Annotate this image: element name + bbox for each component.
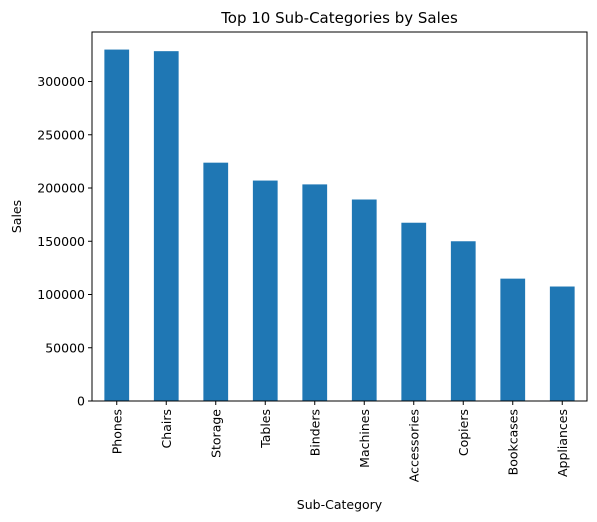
y-axis-title: Sales xyxy=(9,200,24,233)
bar-machines xyxy=(351,199,377,401)
y-tick-label: 250000 xyxy=(37,127,85,142)
bar-binders xyxy=(302,184,328,401)
x-tick-label: Phones xyxy=(109,409,124,454)
x-tick-label: Accessories xyxy=(406,409,421,482)
bar-accessories xyxy=(401,222,427,401)
x-tick-label: Copiers xyxy=(456,409,471,456)
bar-appliances xyxy=(549,286,575,401)
bar-tables xyxy=(252,180,278,401)
y-tick-label: 150000 xyxy=(37,234,85,249)
x-tick-label: Storage xyxy=(208,409,223,458)
y-tick-label: 200000 xyxy=(37,181,85,196)
bar-bookcases xyxy=(500,278,526,401)
bars-group xyxy=(104,49,575,402)
x-tick-label: Binders xyxy=(307,409,322,456)
x-tick-label: Appliances xyxy=(555,409,570,477)
x-tick-label: Chairs xyxy=(159,409,174,448)
bar-phones xyxy=(104,49,130,401)
x-axis-title: Sub-Category xyxy=(297,497,383,512)
y-tick-label: 300000 xyxy=(37,74,85,89)
bar-copiers xyxy=(450,241,476,401)
bar-storage xyxy=(203,162,229,401)
y-axis: 0 50000 100000 150000 200000 250000 300000 xyxy=(37,74,92,409)
y-tick-label: 50000 xyxy=(45,340,85,355)
bar-chairs xyxy=(153,51,179,402)
x-tick-label: Machines xyxy=(357,409,372,468)
plot-area-frame xyxy=(91,31,588,402)
x-tick-label: Bookcases xyxy=(505,409,520,475)
y-tick-label: 100000 xyxy=(37,287,85,302)
x-axis: Phones Chairs Storage Tables Binders Machines… xyxy=(109,401,570,482)
chart-title: Top 10 Sub-Categories by Sales xyxy=(220,9,458,27)
y-tick-label: 0 xyxy=(77,394,85,409)
x-tick-label: Tables xyxy=(258,409,273,449)
